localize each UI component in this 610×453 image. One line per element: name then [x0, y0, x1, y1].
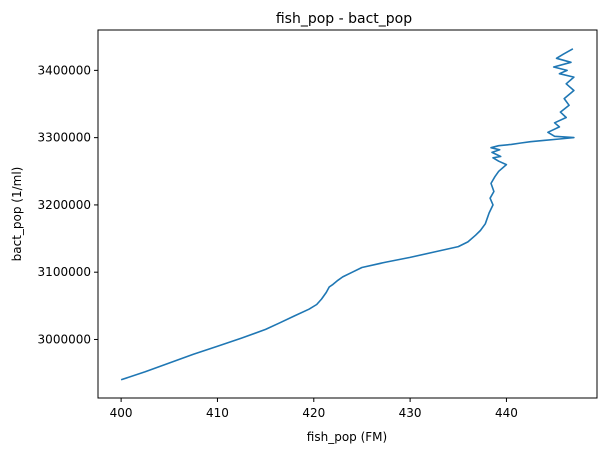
x-axis: 400 410 420 430 440 [110, 398, 518, 420]
y-axis: 3000000 3100000 3200000 3300000 3400000 [38, 63, 98, 346]
plot-area [120, 48, 575, 381]
x-tick-label: 420 [302, 406, 325, 420]
x-tick-label: 430 [399, 406, 422, 420]
chart-title: fish_pop - bact_pop [276, 11, 412, 27]
series-line [120, 48, 575, 381]
x-axis-label: fish_pop (FM) [307, 430, 387, 444]
y-tick-label: 3100000 [38, 265, 91, 279]
y-tick-label: 3000000 [38, 332, 91, 346]
x-tick-label: 440 [495, 406, 518, 420]
y-axis-label: bact_pop (1/ml) [10, 167, 24, 262]
x-tick-label: 410 [206, 406, 229, 420]
y-tick-label: 3200000 [38, 198, 91, 212]
y-tick-label: 3400000 [38, 63, 91, 77]
x-tick-label: 400 [110, 406, 133, 420]
y-tick-label: 3300000 [38, 131, 91, 145]
axes-frame [97, 29, 598, 399]
